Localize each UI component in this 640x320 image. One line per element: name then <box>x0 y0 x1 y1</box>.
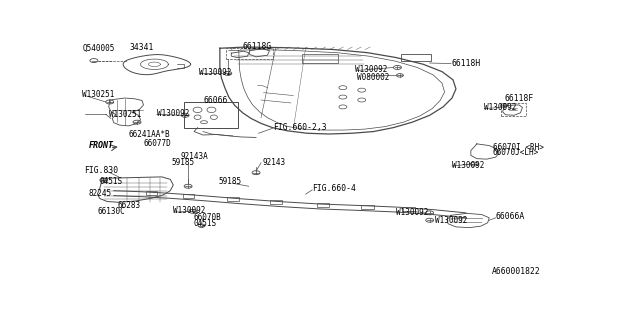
FancyBboxPatch shape <box>269 200 282 204</box>
Text: A660001822: A660001822 <box>492 268 540 276</box>
Text: W130092: W130092 <box>157 109 189 118</box>
Text: 66118H: 66118H <box>451 59 480 68</box>
Text: 66070B: 66070B <box>193 213 221 222</box>
Text: W130092: W130092 <box>355 65 388 74</box>
FancyBboxPatch shape <box>182 194 193 198</box>
Text: FRONT: FRONT <box>89 141 114 150</box>
Ellipse shape <box>194 115 201 119</box>
Text: 66066: 66066 <box>203 96 227 105</box>
Text: W130092: W130092 <box>435 216 467 225</box>
Text: 66283: 66283 <box>117 201 140 210</box>
Text: 66118G: 66118G <box>243 42 272 51</box>
Text: W130092: W130092 <box>173 206 205 215</box>
Text: 66118F: 66118F <box>504 93 533 102</box>
Text: 66070J<LH>: 66070J<LH> <box>493 148 539 157</box>
Text: 66077D: 66077D <box>143 139 172 148</box>
Text: Q540005: Q540005 <box>83 44 115 53</box>
FancyBboxPatch shape <box>362 205 374 209</box>
Text: 66130C: 66130C <box>97 207 125 216</box>
FancyBboxPatch shape <box>401 54 431 61</box>
Text: 0451S: 0451S <box>100 177 123 186</box>
FancyBboxPatch shape <box>402 207 415 211</box>
Text: W130092: W130092 <box>452 161 484 170</box>
FancyBboxPatch shape <box>302 54 338 63</box>
Text: 82245: 82245 <box>89 188 112 198</box>
Text: 59185: 59185 <box>219 177 242 186</box>
Text: W130092: W130092 <box>484 103 516 112</box>
Text: 66066A: 66066A <box>495 212 525 221</box>
Text: 92143: 92143 <box>262 157 285 167</box>
Text: FIG.660-2,3: FIG.660-2,3 <box>273 123 327 132</box>
Text: 92143A: 92143A <box>180 152 208 161</box>
Text: W130251: W130251 <box>83 90 115 99</box>
Text: 0451S: 0451S <box>193 219 216 228</box>
Text: 66241AA*B: 66241AA*B <box>129 130 170 139</box>
FancyBboxPatch shape <box>184 102 237 128</box>
Text: W130092: W130092 <box>199 68 232 77</box>
Text: W130092: W130092 <box>396 208 429 217</box>
Text: W080002: W080002 <box>356 73 389 82</box>
FancyBboxPatch shape <box>147 191 157 195</box>
Ellipse shape <box>200 121 207 124</box>
Ellipse shape <box>193 107 202 113</box>
Text: W130251: W130251 <box>109 110 141 119</box>
Text: 34341: 34341 <box>129 43 154 52</box>
FancyBboxPatch shape <box>317 203 329 207</box>
Text: 66070I <RH>: 66070I <RH> <box>493 143 543 152</box>
Ellipse shape <box>211 115 218 119</box>
Text: 59185: 59185 <box>172 157 195 167</box>
Ellipse shape <box>207 107 216 113</box>
FancyBboxPatch shape <box>227 197 239 201</box>
Text: FIG.660-4: FIG.660-4 <box>312 184 356 193</box>
Text: FIG.830: FIG.830 <box>84 166 118 175</box>
